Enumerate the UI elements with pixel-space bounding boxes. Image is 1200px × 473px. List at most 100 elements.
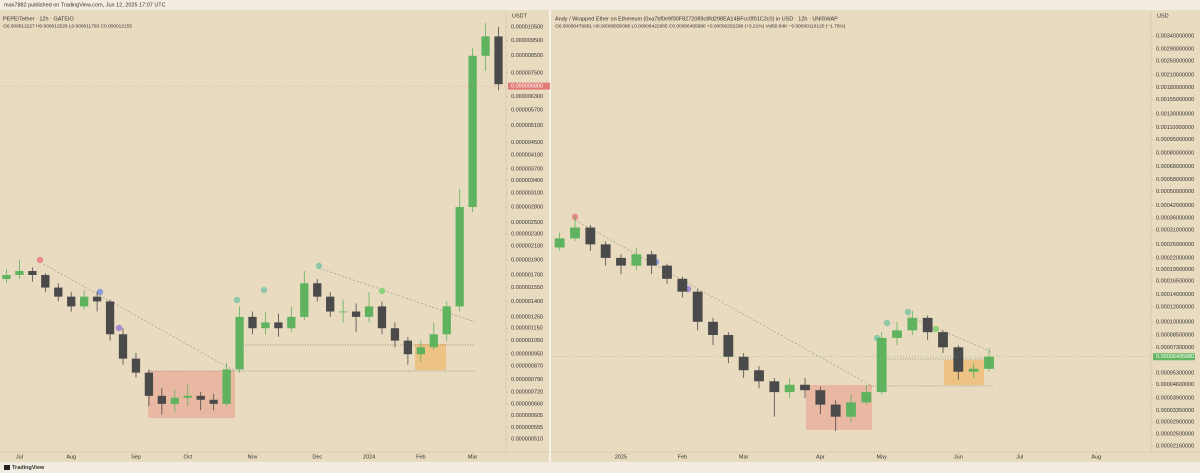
candle-body (892, 330, 902, 338)
y-tick-label: 0.00130000000 (1156, 111, 1194, 117)
candle-body (157, 395, 167, 404)
candle-body (600, 244, 611, 258)
x-tick-label: Nov (248, 454, 258, 460)
y-tick-label: 0.00080000000 (1156, 151, 1194, 157)
candle-body (131, 358, 141, 373)
marker-dot (315, 262, 323, 270)
candle-body (28, 271, 37, 275)
marker-dot (260, 286, 268, 294)
y-tick-label: 0.00007300000 (1156, 345, 1194, 351)
candle-body (481, 36, 490, 56)
y-tick-label: 0.00019000000 (1156, 267, 1194, 273)
candle-body (585, 227, 596, 245)
candle-body (968, 368, 979, 372)
y-tick-label: 0.00340000000 (1156, 33, 1194, 39)
y-tick-label: 0.00290000000 (1156, 46, 1194, 52)
x-tick-label: Feb (678, 454, 687, 460)
x-tick-label: Feb (416, 454, 425, 460)
candle-body (738, 356, 749, 371)
x-tick-label: Oct (183, 454, 192, 460)
trend-line (574, 219, 871, 386)
y-tick-label: 0.000002800 (511, 204, 543, 210)
marker-dot (96, 288, 104, 296)
x-tick-label: May (876, 454, 887, 460)
candle-body (222, 369, 231, 404)
y-tick-label: 0.000000720 (511, 389, 543, 395)
y-tick-label: 0.00042000000 (1156, 203, 1194, 209)
candle-body (209, 399, 218, 404)
x-tick-label: Aug (1091, 454, 1101, 460)
y-tick-label: 0.00155000000 (1156, 97, 1194, 103)
y-tick-label: 0.00002500000 (1156, 432, 1194, 438)
y-tick-label: 0.00058000000 (1156, 177, 1194, 183)
y-tick-label: 0.000001050 (511, 338, 543, 344)
candle-body (468, 55, 477, 208)
x-tick-label: Jul (1016, 454, 1023, 460)
currency-label: USD (1157, 13, 1169, 19)
brand-logo (4, 465, 10, 470)
y-tick-label: 0.000001150 (511, 326, 543, 332)
y-tick-label: 0.000001700 (511, 272, 543, 278)
y-tick-label: 0.000002100 (511, 244, 543, 250)
y-tick-label: 0.00180000000 (1156, 85, 1194, 91)
candle-body (646, 254, 657, 266)
marker-dot (378, 287, 386, 295)
candle-body (67, 296, 76, 307)
x-tick-label: Mar (739, 454, 749, 460)
y-tick-label: 0.000001550 (511, 285, 543, 291)
left-panel (0, 11, 549, 461)
y-tick-label: 0.000006300 (511, 94, 543, 100)
candle-body (390, 328, 400, 341)
candle-body (708, 321, 718, 335)
candle-body (416, 347, 425, 355)
ohlc-values: O0.00006479681 H0.00006830088 L0.0000642… (555, 23, 846, 29)
y-tick-label: 0.00010000000 (1156, 319, 1194, 325)
candle-body (274, 322, 283, 329)
candle-body (616, 257, 626, 266)
footer-bar (0, 462, 1200, 473)
y-tick-label: 0.00095000000 (1156, 137, 1194, 143)
y-tick-label: 0.00003900000 (1156, 396, 1194, 402)
candle-body (105, 301, 115, 335)
y-tick-label: 0.00003350000 (1156, 408, 1194, 414)
candle-body (800, 384, 810, 391)
candle-body (554, 238, 565, 248)
candle-body (723, 334, 734, 357)
candle-body (830, 404, 841, 417)
range-box (148, 371, 235, 418)
candle-body (662, 265, 672, 279)
y-tick-label: 0.00210000000 (1156, 72, 1194, 78)
candle-body (754, 370, 764, 382)
candle-body (677, 278, 688, 292)
header-text: max7882 published on TradingView.com, Ju… (4, 2, 166, 8)
y-tick-label: 0.000000950 (511, 352, 543, 358)
candle-body (80, 296, 89, 307)
candle-body (442, 306, 451, 335)
candle-body (494, 36, 503, 85)
y-tick-label: 0.00008500000 (1156, 332, 1194, 338)
candle-body (846, 402, 856, 417)
y-tick-label: 0.00005300000 (1156, 371, 1194, 377)
header-bar (0, 0, 1200, 10)
candle-body (196, 395, 205, 400)
candle-body (183, 395, 192, 398)
marker-dot (115, 324, 123, 332)
candle-body (41, 274, 50, 288)
y-tick-label: 0.000000790 (511, 377, 543, 383)
candle-body (876, 337, 887, 393)
x-tick-label: Sep (131, 454, 141, 460)
y-tick-label: 0.00026000000 (1156, 242, 1194, 248)
y-tick-label: 0.00250000000 (1156, 58, 1194, 64)
candle-body (815, 390, 826, 405)
marker-dot (932, 325, 940, 333)
y-tick-label: 0.000000605 (511, 413, 543, 419)
y-tick-label: 0.000000510 (511, 436, 543, 442)
y-tick-label: 0.00016500000 (1156, 279, 1194, 285)
x-tick-label: Jul (16, 454, 23, 460)
candle-body (455, 207, 464, 307)
x-tick-label: Apr (816, 454, 825, 460)
y-tick-label: 0.000004100 (511, 153, 543, 159)
y-tick-label: 0.000007500 (511, 70, 543, 76)
candle-body (2, 274, 11, 280)
